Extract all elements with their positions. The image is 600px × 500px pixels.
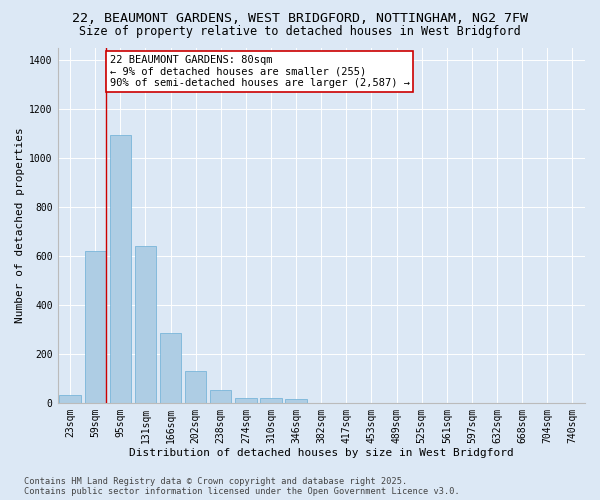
Text: Size of property relative to detached houses in West Bridgford: Size of property relative to detached ho…	[79, 25, 521, 38]
Text: 22 BEAUMONT GARDENS: 80sqm
← 9% of detached houses are smaller (255)
90% of semi: 22 BEAUMONT GARDENS: 80sqm ← 9% of detac…	[110, 55, 410, 88]
X-axis label: Distribution of detached houses by size in West Bridgford: Distribution of detached houses by size …	[129, 448, 514, 458]
Bar	[260, 398, 282, 403]
Bar	[185, 372, 206, 403]
Text: Contains HM Land Registry data © Crown copyright and database right 2025.
Contai: Contains HM Land Registry data © Crown c…	[24, 476, 460, 496]
Bar	[59, 394, 81, 403]
Bar	[286, 399, 307, 403]
Bar	[110, 134, 131, 403]
Text: 22, BEAUMONT GARDENS, WEST BRIDGFORD, NOTTINGHAM, NG2 7FW: 22, BEAUMONT GARDENS, WEST BRIDGFORD, NO…	[72, 12, 528, 26]
Bar	[235, 398, 257, 403]
Bar	[135, 246, 156, 403]
Bar	[210, 390, 232, 403]
Y-axis label: Number of detached properties: Number of detached properties	[15, 128, 25, 323]
Bar	[160, 334, 181, 403]
Bar	[85, 251, 106, 403]
